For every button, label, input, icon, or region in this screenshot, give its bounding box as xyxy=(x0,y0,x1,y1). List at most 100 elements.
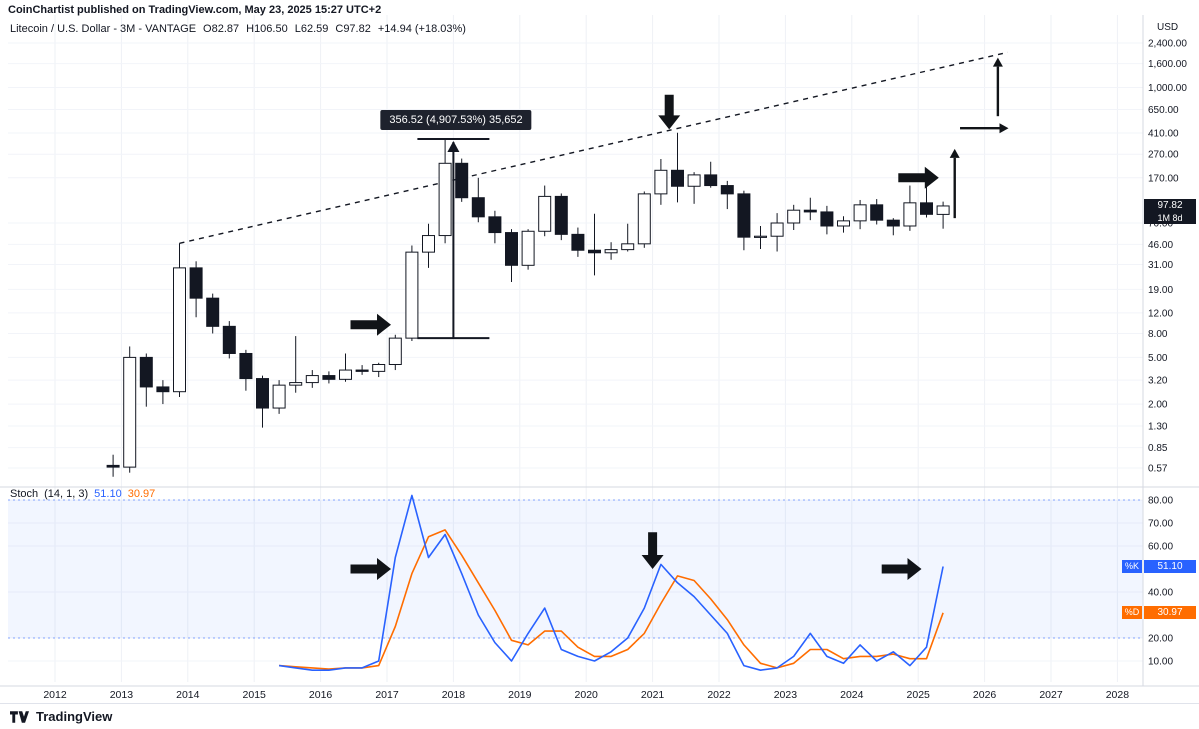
stoch-title[interactable]: Stoch xyxy=(10,488,39,500)
candle xyxy=(256,378,269,409)
measure-tool-label[interactable]: 356.52 (4,907.53%) 35,652 xyxy=(380,110,532,130)
ohlc-low: L62.59 xyxy=(294,23,329,35)
candle xyxy=(654,169,668,195)
candle xyxy=(289,382,303,386)
stoch-axis-tick: 60.00 xyxy=(1148,542,1173,553)
candle xyxy=(156,386,170,393)
ohlc-high: H106.50 xyxy=(246,23,288,35)
candle xyxy=(405,251,419,339)
candle xyxy=(305,375,319,384)
price-axis-tick: 2,400.00 xyxy=(1148,38,1187,49)
arrow-annotation-head xyxy=(949,148,960,158)
ohlc-open: O82.87 xyxy=(203,23,240,35)
trendline[interactable] xyxy=(179,51,1008,244)
stoch-k-axis-value: 51.10 xyxy=(1144,560,1196,573)
stoch-k-axis-label: %K xyxy=(1122,560,1142,573)
stoch-band xyxy=(8,499,1143,639)
stoch-annotations[interactable] xyxy=(350,532,922,580)
stoch-params: (14, 1, 3) xyxy=(44,488,89,500)
stoch-k-line xyxy=(278,494,944,672)
candle xyxy=(571,233,585,251)
stoch-legend[interactable]: Stoch (14, 1, 3) 51.10 30.97 xyxy=(10,488,155,500)
bar-countdown-badge: 1M 8d xyxy=(1144,213,1196,224)
stoch-band-fill xyxy=(8,500,1143,638)
tradingview-logo-icon[interactable] xyxy=(10,710,29,723)
arrow-annotation xyxy=(881,558,922,580)
tradingview-brand-text[interactable]: TradingView xyxy=(36,709,113,724)
price-axis-tick: 0.85 xyxy=(1148,443,1168,454)
last-price-badge: 97.82 xyxy=(1144,199,1196,213)
candle xyxy=(803,209,817,213)
arrow-annotation-head xyxy=(999,123,1009,134)
price-axis-tick: 0.57 xyxy=(1148,464,1168,475)
ohlc-close: C97.82 xyxy=(335,23,371,35)
candle xyxy=(754,235,767,238)
arrow-annotation xyxy=(898,166,939,189)
candle xyxy=(239,352,253,380)
candle xyxy=(272,384,286,409)
time-axis-label: 2025 xyxy=(907,689,931,701)
candlestick-series xyxy=(106,132,950,477)
candle xyxy=(787,209,801,224)
candle xyxy=(355,369,369,372)
candle xyxy=(538,195,552,232)
arrow-annotation xyxy=(350,558,391,580)
arrow-annotation-head xyxy=(992,57,1003,67)
time-axis[interactable]: 2012 2013 2014 2015 2016 2017 2018 2019 2020 2021… xyxy=(43,689,1129,701)
measure-arrowhead xyxy=(447,141,460,153)
price-axis-tick: 31.00 xyxy=(1148,260,1173,271)
price-annotations[interactable] xyxy=(350,57,1009,336)
candle xyxy=(388,337,402,365)
time-axis-label: 2016 xyxy=(309,689,333,701)
time-axis-label: 2027 xyxy=(1039,689,1063,701)
candle xyxy=(770,222,784,237)
price-axis-tick: 170.00 xyxy=(1148,173,1179,184)
arrow-annotation xyxy=(658,94,681,130)
price-axis-tick: 270.00 xyxy=(1148,150,1179,161)
candle xyxy=(139,356,153,388)
measure-tool[interactable] xyxy=(417,138,490,340)
time-axis-label: 2021 xyxy=(641,689,665,701)
arrow-annotation xyxy=(641,532,664,569)
candle xyxy=(471,197,485,218)
candle xyxy=(870,204,884,221)
price-axis-tick: 1.30 xyxy=(1148,422,1168,433)
price-axis[interactable]: 2,400.00 1,600.00 1,000.00 650.00 410.00 270.… xyxy=(1148,38,1187,474)
symbol-legend[interactable]: Litecoin / U.S. Dollar - 3M - VANTAGE O8… xyxy=(10,23,467,35)
candle xyxy=(671,169,684,187)
candle xyxy=(903,202,917,227)
time-axis-label: 2023 xyxy=(774,689,798,701)
stoch-axis-tick: 70.00 xyxy=(1148,519,1173,530)
candle xyxy=(422,235,435,253)
candle xyxy=(123,356,137,468)
symbol-title[interactable]: Litecoin / U.S. Dollar - 3M - VANTAGE xyxy=(10,23,197,35)
time-axis-label: 2024 xyxy=(840,689,864,701)
time-axis-label: 2018 xyxy=(442,689,466,701)
arrow-annotation xyxy=(350,313,391,336)
time-axis-label: 2013 xyxy=(110,689,134,701)
price-axis-tick: 1,000.00 xyxy=(1148,83,1187,94)
price-axis-tick: 650.00 xyxy=(1148,105,1179,116)
candle xyxy=(206,297,220,327)
time-axis-label: 2026 xyxy=(973,689,997,701)
candle xyxy=(488,216,502,234)
candle xyxy=(554,195,568,235)
candle xyxy=(173,267,186,393)
price-axis-tick: 3.20 xyxy=(1148,376,1168,387)
stoch-axis[interactable]: 80.00 70.00 60.00 40.00 20.00 10.00 xyxy=(1148,496,1173,668)
stoch-axis-tick: 40.00 xyxy=(1148,588,1173,599)
candle xyxy=(704,174,718,187)
candle xyxy=(505,232,518,266)
candle xyxy=(637,193,651,245)
candle xyxy=(886,219,900,227)
stoch-d-axis-value: 30.97 xyxy=(1144,606,1196,619)
candle xyxy=(687,174,701,187)
stoch-k-value: 51.10 xyxy=(94,488,122,500)
price-axis-tick: 8.00 xyxy=(1148,329,1168,340)
candle xyxy=(936,205,950,215)
stoch-d-axis-label: %D xyxy=(1122,606,1142,619)
price-axis-tick: 5.00 xyxy=(1148,353,1168,364)
time-axis-label: 2012 xyxy=(43,689,67,701)
